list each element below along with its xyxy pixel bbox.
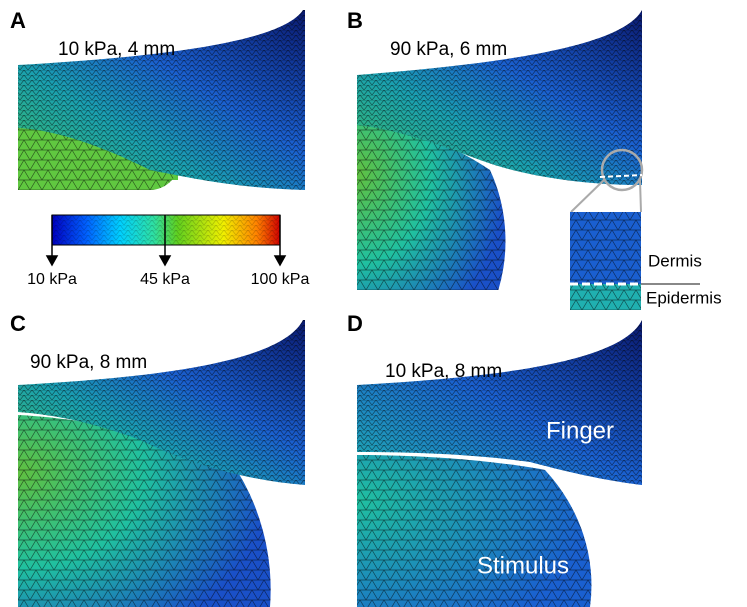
panel-letter: B: [347, 8, 363, 33]
colorbar-label: 10 kPa: [27, 271, 77, 288]
finger-label: Finger: [546, 417, 614, 444]
panel-label: 90 kPa, 8 mm: [30, 352, 147, 373]
inset-label: Dermis: [648, 251, 702, 270]
colorbar-label: 45 kPa: [140, 271, 190, 288]
panel-label: 90 kPa, 6 mm: [390, 39, 507, 60]
panel-label: 10 kPa, 8 mm: [385, 361, 502, 382]
panel-letter: D: [347, 311, 363, 336]
figure: 10 kPa 45 kPa 100 kPa Dermis Epidermis A…: [0, 0, 747, 607]
panel-letter: C: [10, 311, 26, 336]
inset-label: Epidermis: [646, 288, 722, 307]
panel-label: 10 kPa, 4 mm: [58, 39, 175, 60]
panel-letter: A: [10, 8, 26, 33]
colorbar-divisions: [52, 215, 280, 245]
colorbar-label: 100 kPa: [251, 271, 310, 288]
stimulus-label: Stimulus: [477, 552, 569, 579]
panel-a-mesh: [18, 10, 305, 190]
